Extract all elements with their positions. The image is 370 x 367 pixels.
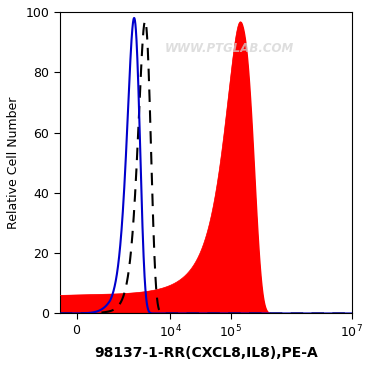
Text: WWW.PTGLAB.COM: WWW.PTGLAB.COM (164, 41, 294, 55)
X-axis label: 98137-1-RR(CXCL8,IL8),PE-A: 98137-1-RR(CXCL8,IL8),PE-A (94, 346, 317, 360)
Y-axis label: Relative Cell Number: Relative Cell Number (7, 97, 20, 229)
